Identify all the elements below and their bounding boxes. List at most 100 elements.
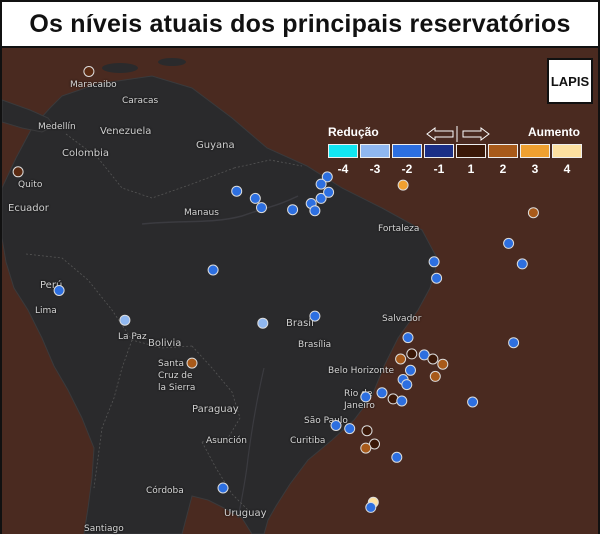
reservoir-marker[interactable] [207,264,219,276]
logo-text: LAPIS [550,73,590,89]
legend-reduction-label: Redução [328,125,379,139]
reservoir-marker[interactable] [428,256,440,268]
reservoir-marker[interactable] [365,501,377,513]
reservoir-marker[interactable] [186,357,198,369]
label-curitiba: Curitiba [290,436,326,446]
label-quito: Quito [18,180,43,190]
legend-tick-4: 4 [563,162,571,176]
arrow-left-icon [426,127,454,141]
label-uruguay: Uruguay [224,508,267,519]
legend-tick--2: -2 [401,162,413,176]
reservoir-marker[interactable] [405,364,416,376]
reservoir-marker[interactable] [321,171,333,183]
legend-swatch--4 [328,144,358,158]
reservoir-marker[interactable] [508,337,520,349]
reservoir-marker[interactable] [249,192,261,204]
reservoir-marker[interactable] [418,349,430,361]
legend-increase-label: Aumento [528,125,580,139]
legend-tick-1: 1 [467,162,475,176]
legend-swatch--1 [424,144,454,158]
label-ecuador: Ecuador [8,203,49,214]
label-guyana: Guyana [196,140,235,151]
legend-arrows [426,126,490,142]
amazon-river [141,195,299,225]
label-medellin: Medellín [38,122,76,132]
label-santa-cruz: Santa Cruz de la Sierra [158,359,196,393]
reservoir-marker[interactable] [431,272,443,284]
label-paraguay: Paraguay [192,404,239,415]
legend-tick-2: 2 [499,162,507,176]
label-venezuela: Venezuela [100,126,152,137]
reservoir-marker[interactable] [437,358,449,370]
reservoir-marker[interactable] [119,314,131,326]
reservoir-marker[interactable] [309,205,321,217]
reservoir-marker[interactable] [391,451,403,463]
reservoir-marker[interactable] [467,396,479,408]
reservoir-marker[interactable] [257,317,269,329]
label-belo-horizonte: Belo Horizonte [328,366,395,376]
caribbean-island [102,63,138,73]
label-la-paz: La Paz [118,332,147,342]
reservoir-marker[interactable] [217,482,229,494]
parana-river [237,367,265,519]
reservoir-marker[interactable] [369,438,380,450]
label-bolivia: Bolivia [148,338,182,349]
reservoir-marker[interactable] [12,166,24,178]
legend-swatch--2 [392,144,422,158]
legend-swatch-2 [488,144,518,158]
central-america-land [1,99,55,133]
legend-tick--4: -4 [337,162,349,176]
label-brasilia: Brasília [298,340,332,350]
reservoir-marker[interactable] [395,353,407,365]
label-cordoba: Córdoba [146,486,184,496]
arrow-right-icon [462,127,490,141]
title-bar: Os níveis atuais dos principais reservat… [2,2,598,48]
reservoir-marker[interactable] [401,379,413,391]
lapis-logo: LAPIS [547,58,593,104]
reservoir-marker[interactable] [402,332,414,344]
label-colombia: Colombia [62,148,109,159]
label-peru: Perú [40,280,63,291]
reservoir-marker[interactable] [323,186,335,198]
reservoir-marker[interactable] [527,207,539,219]
legend-swatch-4 [552,144,582,158]
label-fortaleza: Fortaleza [378,224,420,234]
reservoir-marker[interactable] [53,285,65,296]
page-title: Os níveis atuais dos principais reservat… [29,9,571,38]
reservoir-marker[interactable] [427,353,439,365]
reservoir-marker[interactable] [397,179,409,191]
label-maracaibo: Maracaibo [70,80,117,90]
reservoir-marker[interactable] [406,348,418,360]
legend: Redução Aumento -4 -3 -2 -1 1 2 3 4 [328,123,592,181]
reservoir-marker[interactable] [287,204,299,216]
reservoir-marker[interactable] [516,258,528,270]
reservoir-marker[interactable] [315,192,327,204]
reservoir-marker[interactable] [429,370,441,382]
reservoir-marker[interactable] [256,202,267,214]
caribbean-island [158,58,186,66]
label-lima: Lima [35,306,57,316]
label-caracas: Caracas [122,96,159,106]
reservoir-marker[interactable] [376,387,388,399]
legend-tick-3: 3 [531,162,539,176]
legend-tick--3: -3 [369,162,381,176]
reservoir-marker[interactable] [83,66,95,77]
legend-swatch-1 [456,144,486,158]
label-salvador: Salvador [382,314,422,324]
label-asuncion: Asunción [206,436,247,446]
label-brasil: Brasil [286,318,314,329]
reservoir-marker[interactable] [361,425,373,437]
reservoir-marker[interactable] [344,423,356,435]
reservoir-marker[interactable] [309,310,321,322]
reservoir-marker[interactable] [315,178,327,190]
legend-swatch-3 [520,144,550,158]
reservoir-marker[interactable] [503,237,515,249]
reservoir-marker[interactable] [360,391,372,403]
map-area[interactable]: Maracaibo Caracas Medellín Venezuela Guy… [1,48,598,535]
legend-swatch--3 [360,144,390,158]
reservoir-marker[interactable] [231,185,243,197]
reservoir-marker[interactable] [396,395,408,407]
reservoir-marker[interactable] [360,442,372,454]
reservoir-marker[interactable] [330,420,342,431]
